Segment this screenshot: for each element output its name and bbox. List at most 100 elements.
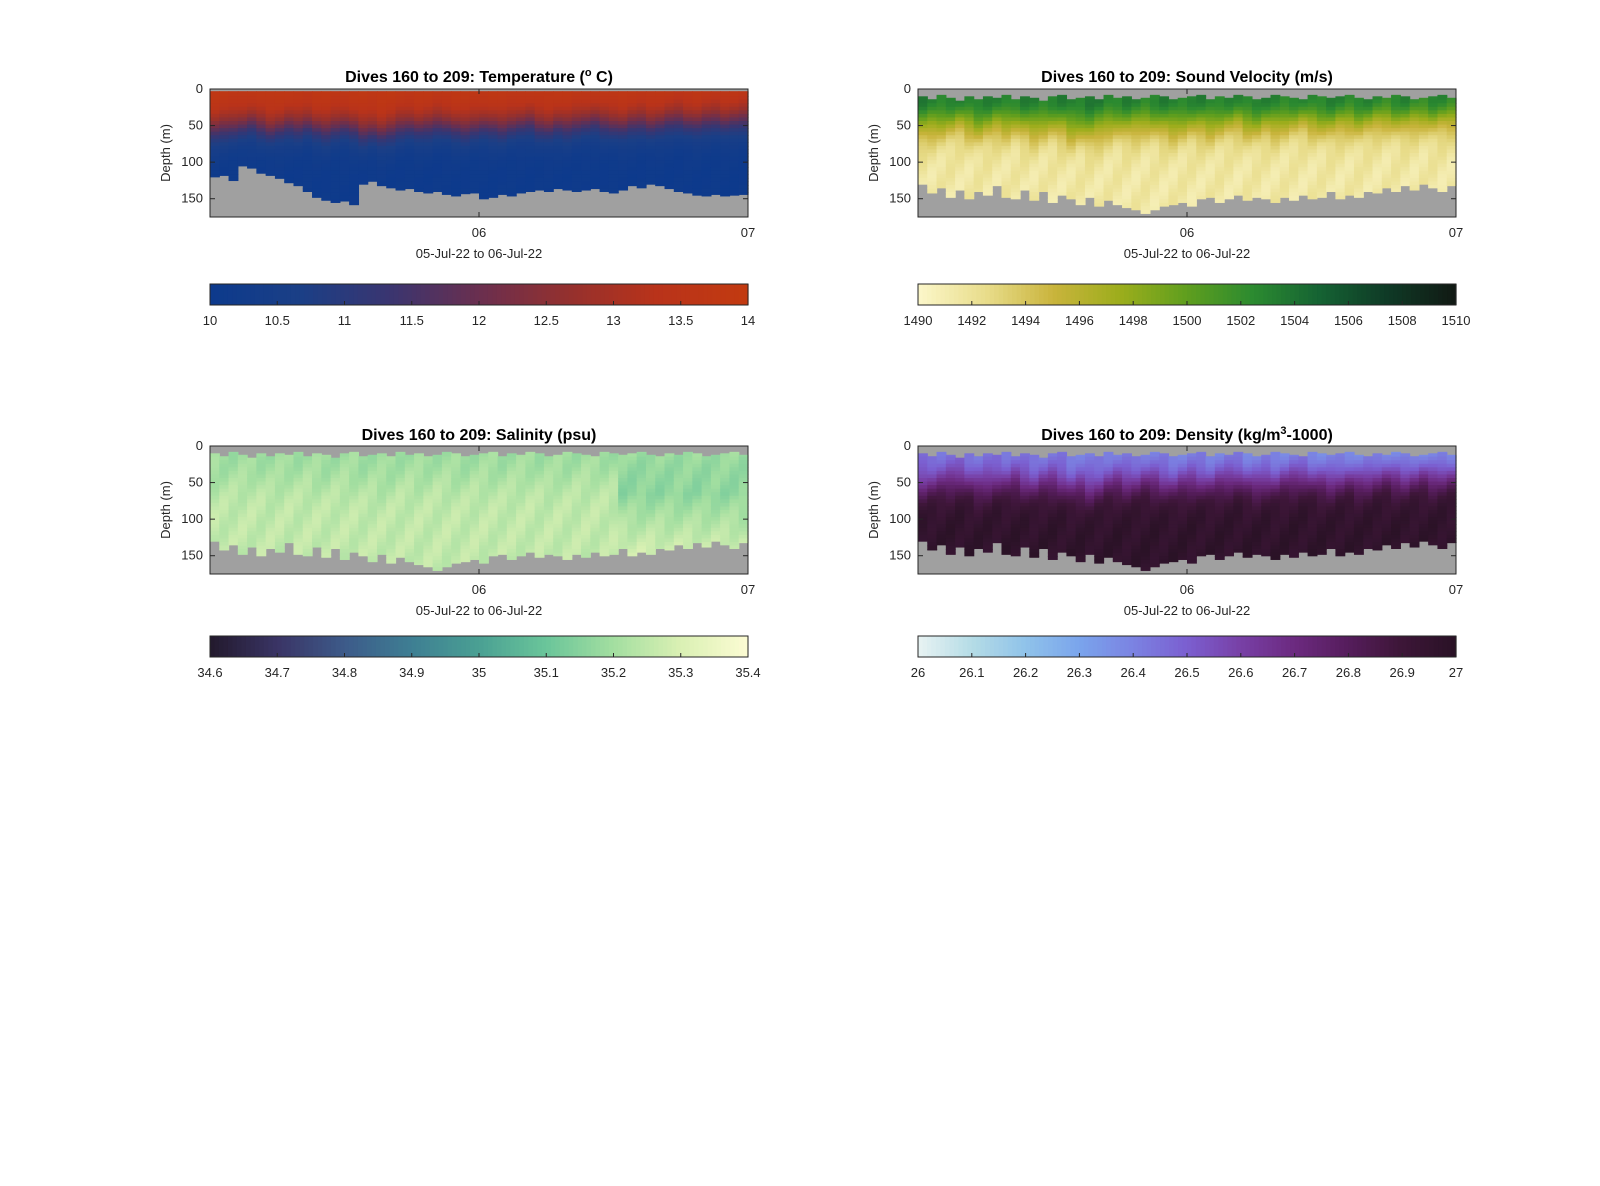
heatmap-cell	[432, 188, 443, 192]
heatmap-cell	[506, 185, 517, 190]
heatmap-cell	[516, 552, 526, 557]
heatmap-cell	[1094, 192, 1105, 197]
y-tick-label: 150	[889, 191, 911, 206]
heatmap-cell	[927, 121, 938, 126]
heatmap-cell	[1029, 99, 1040, 104]
heatmap-cell	[1261, 149, 1272, 154]
heatmap-cell	[237, 131, 248, 136]
heatmap-cell	[256, 502, 267, 508]
heatmap-cell	[599, 99, 610, 104]
heatmap-cell	[618, 488, 629, 493]
heatmap-cell	[729, 106, 740, 111]
heatmap-cell	[395, 524, 406, 529]
heatmap-cell	[441, 135, 452, 140]
heatmap-cell	[1251, 142, 1262, 147]
colorbar-segment	[528, 284, 534, 305]
heatmap-cell	[1010, 128, 1021, 133]
heatmap-cell	[1335, 195, 1346, 200]
heatmap-cell	[590, 163, 601, 168]
heatmap-cell	[562, 488, 573, 493]
colorbar-tick-label: 1490	[904, 313, 933, 328]
heatmap-cell	[571, 552, 582, 555]
heatmap-cell	[1029, 192, 1040, 197]
heatmap-cell	[367, 467, 378, 472]
heatmap-cell	[460, 91, 471, 94]
heatmap-cell	[1437, 177, 1448, 183]
heatmap-cell	[562, 534, 573, 540]
heatmap-cell	[395, 556, 406, 558]
heatmap-cell	[738, 103, 749, 108]
heatmap-cell	[441, 113, 452, 119]
heatmap-cell	[608, 170, 619, 175]
heatmap-cell	[330, 121, 341, 126]
heatmap-cell	[664, 110, 675, 115]
heatmap-cell	[692, 174, 703, 179]
heatmap-cell	[636, 160, 647, 165]
heatmap-cell	[683, 192, 693, 194]
heatmap-cell	[636, 167, 647, 172]
heatmap-cell	[284, 506, 295, 511]
heatmap-cell	[237, 463, 248, 468]
heatmap-cell	[618, 510, 629, 515]
heatmap-cell	[608, 545, 619, 550]
colorbar-segment	[348, 284, 355, 305]
heatmap-cell	[1298, 145, 1309, 151]
heatmap-cell	[945, 170, 956, 175]
heatmap-cell	[247, 502, 257, 508]
heatmap-cell	[228, 481, 239, 486]
heatmap-cell	[376, 128, 387, 133]
heatmap-cell	[692, 113, 703, 119]
heatmap-cell	[219, 549, 230, 551]
heatmap-cell	[330, 485, 341, 490]
heatmap-cell	[451, 99, 462, 104]
heatmap-cell	[237, 454, 248, 458]
heatmap-cell	[1251, 106, 1262, 111]
heatmap-cell	[488, 534, 499, 540]
heatmap-cell	[349, 160, 360, 165]
heatmap-cell	[1140, 156, 1151, 161]
heatmap-cell	[562, 156, 573, 161]
heatmap-cell	[720, 192, 731, 197]
heatmap-cell	[358, 177, 369, 183]
heatmap-cell	[590, 160, 601, 165]
heatmap-cell	[451, 502, 462, 508]
heatmap-cell	[608, 177, 619, 183]
heatmap-cell	[1196, 195, 1207, 200]
heatmap-cell	[1159, 96, 1170, 101]
heatmap-cell	[349, 177, 360, 183]
heatmap-cell	[488, 163, 499, 168]
heatmap-cell	[358, 481, 369, 486]
heatmap-cell	[683, 131, 693, 136]
heatmap-cell	[1418, 99, 1429, 104]
heatmap-cell	[274, 121, 285, 126]
heatmap-cell	[441, 149, 452, 154]
heatmap-cell	[423, 110, 434, 115]
heatmap-cell	[543, 106, 554, 111]
heatmap-cell	[581, 556, 591, 558]
heatmap-cell	[720, 163, 731, 168]
heatmap-cell	[386, 170, 397, 175]
heatmap-cell	[423, 556, 434, 561]
heatmap-cell	[1103, 177, 1114, 183]
heatmap-cell	[432, 481, 443, 486]
heatmap-cell	[516, 188, 526, 193]
heatmap-cell	[1066, 163, 1077, 168]
heatmap-cell	[479, 517, 489, 522]
heatmap-cell	[553, 163, 564, 168]
heatmap-cell	[964, 106, 975, 111]
heatmap-cell	[1242, 188, 1253, 193]
heatmap-cell	[506, 188, 517, 193]
heatmap-cell	[321, 131, 332, 136]
heatmap-cell	[1122, 113, 1132, 119]
colorbar-segment	[1384, 284, 1390, 305]
heatmap-cell	[479, 485, 489, 490]
heatmap-cell	[274, 149, 285, 154]
heatmap-cell	[228, 456, 239, 461]
heatmap-cell	[1020, 174, 1030, 179]
heatmap-cell	[516, 495, 526, 500]
heatmap-cell	[423, 542, 434, 547]
heatmap-cell	[1103, 185, 1114, 190]
heatmap-cell	[321, 195, 332, 200]
heatmap-cell	[506, 124, 517, 129]
heatmap-cell	[1224, 188, 1234, 193]
